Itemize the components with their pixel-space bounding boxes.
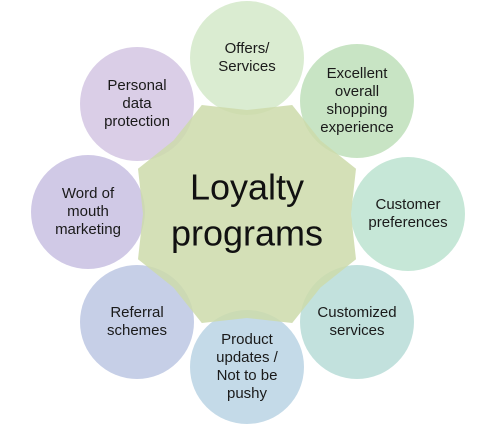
- center-title-line-1: Loyalty: [190, 167, 304, 208]
- satellite-5-label-line-2: updates /: [216, 349, 279, 366]
- satellite-6-label-line-2: schemes: [107, 322, 167, 339]
- satellite-circle-5: [190, 310, 304, 424]
- satellite-circle-8: [80, 47, 194, 161]
- satellite-1-label-line-1: Offers/: [225, 40, 271, 57]
- satellite-8-label-line-1: Personal: [107, 77, 166, 94]
- satellite-2-label-line-4: experience: [320, 119, 393, 136]
- satellite-circle-4: [300, 265, 414, 379]
- satellite-2-label-line-2: overall: [335, 83, 379, 100]
- satellite-6-label-line-1: Referral: [110, 304, 163, 321]
- satellite-labels: Offers/Services Excellentoverallshoppinge…: [55, 40, 448, 402]
- satellite-7-label-line-1: Word of: [62, 185, 115, 202]
- satellite-circle-3: [351, 157, 465, 271]
- satellite-7-label-line-3: marketing: [55, 221, 121, 238]
- satellite-8-label-line-2: data: [122, 95, 152, 112]
- satellite-7-label-line-2: mouth: [67, 203, 109, 220]
- satellites-layer: [31, 1, 465, 424]
- satellite-4-label-line-2: services: [329, 322, 384, 339]
- satellite-3-label-line-1: Customer: [375, 196, 440, 213]
- satellite-3-label-line-2: preferences: [368, 214, 447, 231]
- satellite-5-label-line-1: Product: [221, 331, 274, 348]
- satellite-1-label-line-2: Services: [218, 58, 276, 75]
- satellite-5-label-line-3: Not to be: [217, 367, 278, 384]
- satellite-circle-1: [190, 1, 304, 115]
- center-title-line-2: programs: [171, 213, 323, 254]
- satellite-4-label-line-1: Customized: [317, 304, 396, 321]
- satellite-2-label-line-3: shopping: [327, 101, 388, 118]
- satellite-circle-7: [31, 155, 145, 269]
- satellite-8-label-line-3: protection: [104, 113, 170, 130]
- satellite-circle-2: [300, 44, 414, 158]
- satellite-5-label-line-4: pushy: [227, 385, 268, 402]
- satellite-circle-6: [80, 265, 194, 379]
- satellite-2-label-line-1: Excellent: [327, 65, 389, 82]
- center-octagon: [138, 105, 356, 323]
